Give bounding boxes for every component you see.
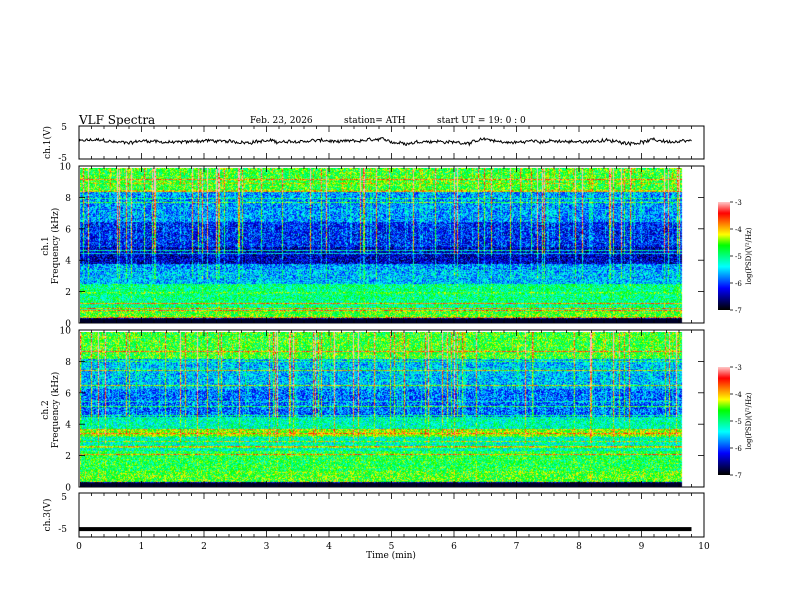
ch2-spectrogram-ticks xyxy=(78,329,705,488)
ch1-spectrogram-ytick-label: 2 xyxy=(65,288,71,298)
ch1-spectrogram-ytick-label: 0 xyxy=(65,320,71,330)
ch2-spectrogram-ytick-label: 8 xyxy=(65,358,71,368)
ch2-colorbar: -3 -4 -5 -6 -7 log(PSD)(V²/Hz) xyxy=(718,364,753,480)
ch2-colorbar-tick-label: -6 xyxy=(735,445,742,453)
ch2-spectrogram-ytick-label: 10 xyxy=(60,327,72,337)
ch2-colorbar-tick-label: -4 xyxy=(735,391,742,399)
ch2-colorbar-ticks: -3 -4 -5 -6 -7 xyxy=(730,364,742,480)
ch1-channel-label: ch.1 xyxy=(41,236,51,255)
ch1-colorbar-tick-label: -7 xyxy=(735,307,742,315)
ch2-colorbar-tick-label: -5 xyxy=(735,418,742,426)
time-axis-tick-label: 4 xyxy=(326,542,332,552)
ch1-frequency-ylabel: Frequency (kHz) xyxy=(50,208,61,285)
ch2-frequency-tick-labels: 0 2 4 6 8 10 xyxy=(60,327,72,494)
ch1-spectrogram-ytick-label: 10 xyxy=(60,163,72,173)
ch2-spectrogram-ytick-label: 6 xyxy=(65,389,71,399)
ch1-spectrogram-ticks xyxy=(78,165,705,324)
ch2-colorbar-gradient xyxy=(718,367,730,475)
ch2-colorbar-label: log(PSD)(V²/Hz) xyxy=(745,392,753,449)
ch1-colorbar-tick-label: -4 xyxy=(735,226,742,234)
time-axis-tick-label: 5 xyxy=(389,542,395,552)
ch3-ytick-top: 5 xyxy=(61,493,67,503)
ch1-spectrogram-image xyxy=(79,168,693,323)
ch1-waveform-ylabel: ch.1(V) xyxy=(42,126,53,159)
ch1-colorbar-tick-label: -6 xyxy=(735,280,742,288)
ch2-spectrogram-image xyxy=(79,332,693,487)
ch1-waveform-trace xyxy=(78,136,692,147)
time-axis-tick-label: 7 xyxy=(514,542,520,552)
header-station: station= ATH xyxy=(344,116,406,126)
time-axis-tick-label: 3 xyxy=(264,542,270,552)
ch2-spectrogram-panel: 0 2 4 6 8 10 ch.2 Frequency (kHz) xyxy=(41,327,705,494)
time-axis-tick-label: 1 xyxy=(139,542,145,552)
ch1-ytick-bottom: -5 xyxy=(58,154,67,164)
header-date: Feb. 23, 2026 xyxy=(250,116,313,126)
time-axis-tick-label: 0 xyxy=(76,542,82,552)
ch3-waveform-ylabel: ch.3(V) xyxy=(42,499,53,532)
ch2-spectrogram-ytick-label: 0 xyxy=(65,484,71,494)
ch1-spectrogram-panel: 0 2 4 6 8 10 ch.1 Frequency (kHz) xyxy=(41,163,705,330)
figure-title: VLF Spectra xyxy=(78,113,155,127)
ch1-colorbar-gradient xyxy=(718,202,730,310)
ch2-spectrogram-ytick-label: 4 xyxy=(65,421,71,431)
time-axis-tick-label: 9 xyxy=(639,542,645,552)
ch2-spectrogram-ytick-label: 2 xyxy=(65,452,71,462)
ch1-spectrogram-ytick-label: 6 xyxy=(65,225,71,235)
ch1-frequency-tick-labels: 0 2 4 6 8 10 xyxy=(60,163,72,330)
time-axis-label: Time (min) xyxy=(366,550,416,561)
ch2-colorbar-tick-label: -3 xyxy=(735,364,742,372)
ch3-ytick-bottom: -5 xyxy=(58,525,67,535)
ch1-colorbar-ticks: -3 -4 -5 -6 -7 xyxy=(730,199,742,315)
ch1-colorbar-label: log(PSD)(V²/Hz) xyxy=(745,227,753,284)
time-axis-tick-label: 10 xyxy=(698,542,710,552)
ch1-spectrogram-ytick-label: 8 xyxy=(65,194,71,204)
ch3-waveform-panel: 5 -5 ch.3(V) xyxy=(42,492,705,538)
ch1-colorbar: -3 -4 -5 -6 -7 log(PSD)(V²/Hz) xyxy=(718,199,753,315)
ch3-waveform-ticks xyxy=(78,493,705,537)
ch1-colorbar-tick-label: -5 xyxy=(735,253,742,261)
ch1-colorbar-tick-label: -3 xyxy=(735,199,742,207)
time-axis-tick-labels: 0 1 2 3 4 5 6 7 8 9 10 xyxy=(76,542,710,552)
ch1-spectrogram-ytick-label: 4 xyxy=(65,257,71,267)
time-axis-tick-label: 8 xyxy=(576,542,582,552)
ch1-waveform-ticks xyxy=(78,126,705,159)
ch2-frequency-ylabel: Frequency (kHz) xyxy=(50,372,61,449)
header-start-time: start UT = 19: 0 : 0 xyxy=(437,116,526,126)
ch1-ytick-top: 5 xyxy=(61,123,67,133)
ch2-colorbar-tick-label: -7 xyxy=(735,472,742,480)
time-axis-tick-label: 2 xyxy=(201,542,207,552)
time-axis-tick-label: 6 xyxy=(451,542,457,552)
ch3-waveform-trace xyxy=(79,527,692,532)
ch1-waveform-panel: 5 -5 ch.1(V) xyxy=(42,123,705,164)
ch2-channel-label: ch.2 xyxy=(41,400,51,419)
